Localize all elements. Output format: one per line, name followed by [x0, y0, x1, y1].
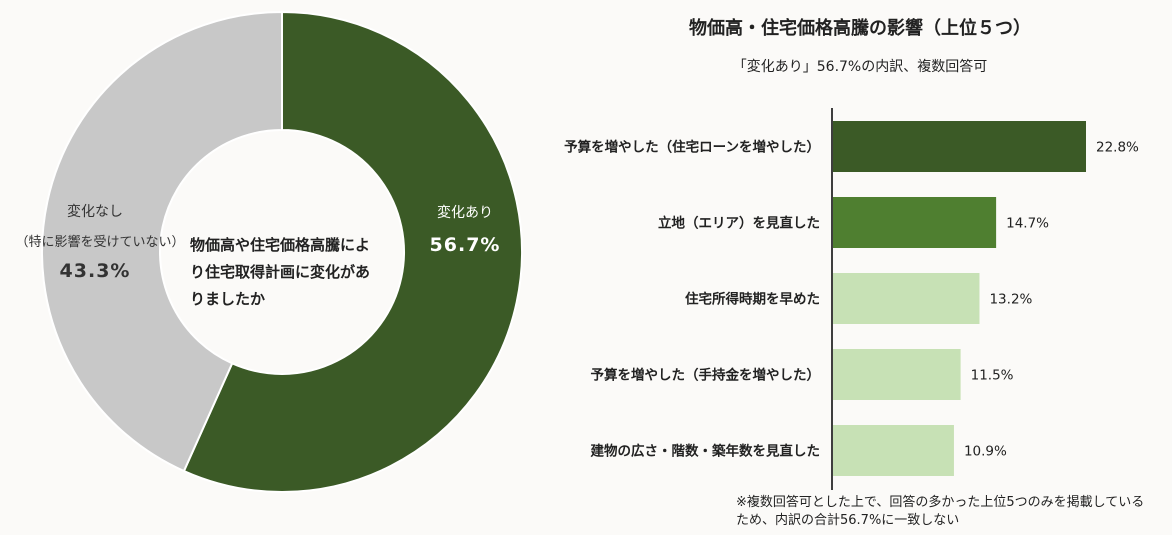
- donut-slice-0: [182, 10, 523, 493]
- bar-category-label-4: 建物の広さ・階数・築年数を見直した: [590, 443, 821, 460]
- donut-slice-1: [41, 10, 283, 473]
- slice-label-change: 変化あり: [437, 205, 493, 221]
- slice-sublabel-nochange: （特に影響を受けていない）: [15, 235, 185, 250]
- bar-category-label-2: 住宅所得時期を早めた: [685, 291, 820, 308]
- bar-1: [833, 197, 997, 248]
- bar-value-label-4: 10.9%: [964, 444, 1007, 460]
- donut-chart: [41, 10, 523, 493]
- bar-value-label-1: 14.7%: [1006, 216, 1049, 232]
- bar-category-label-0: 予算を増やした（住宅ローンを増やした）: [564, 139, 820, 156]
- bar-category-label-1: 立地（エリア）を見直した: [658, 215, 820, 232]
- bar-value-label-2: 13.2%: [989, 292, 1032, 308]
- bar-0: [833, 121, 1086, 172]
- bar-chart-subtitle: 「変化あり」56.7%の内訳、複数回答可: [732, 59, 988, 75]
- bar-2: [833, 273, 980, 324]
- bar-value-label-3: 11.5%: [971, 368, 1014, 384]
- bar-value-label-0: 22.8%: [1096, 140, 1139, 156]
- donut-center-label: 物価高や住宅価格高騰により住宅取得計画に変化がありましたか: [190, 236, 371, 308]
- bar-4: [833, 425, 954, 476]
- bar-category-label-3: 予算を増やした（手持金を増やした）: [591, 367, 821, 384]
- slice-value-nochange: 43.3%: [59, 260, 131, 282]
- bar-3: [833, 349, 961, 400]
- slice-label-nochange: 変化なし: [67, 204, 123, 220]
- slice-value-change: 56.7%: [429, 234, 501, 256]
- bar-chart-title: 物価高・住宅価格高騰の影響（上位５つ）: [689, 18, 1031, 39]
- footnote: ※複数回答可とした上で、回答の多かった上位5つのみを掲載しているため、内訳の合計…: [736, 495, 1145, 528]
